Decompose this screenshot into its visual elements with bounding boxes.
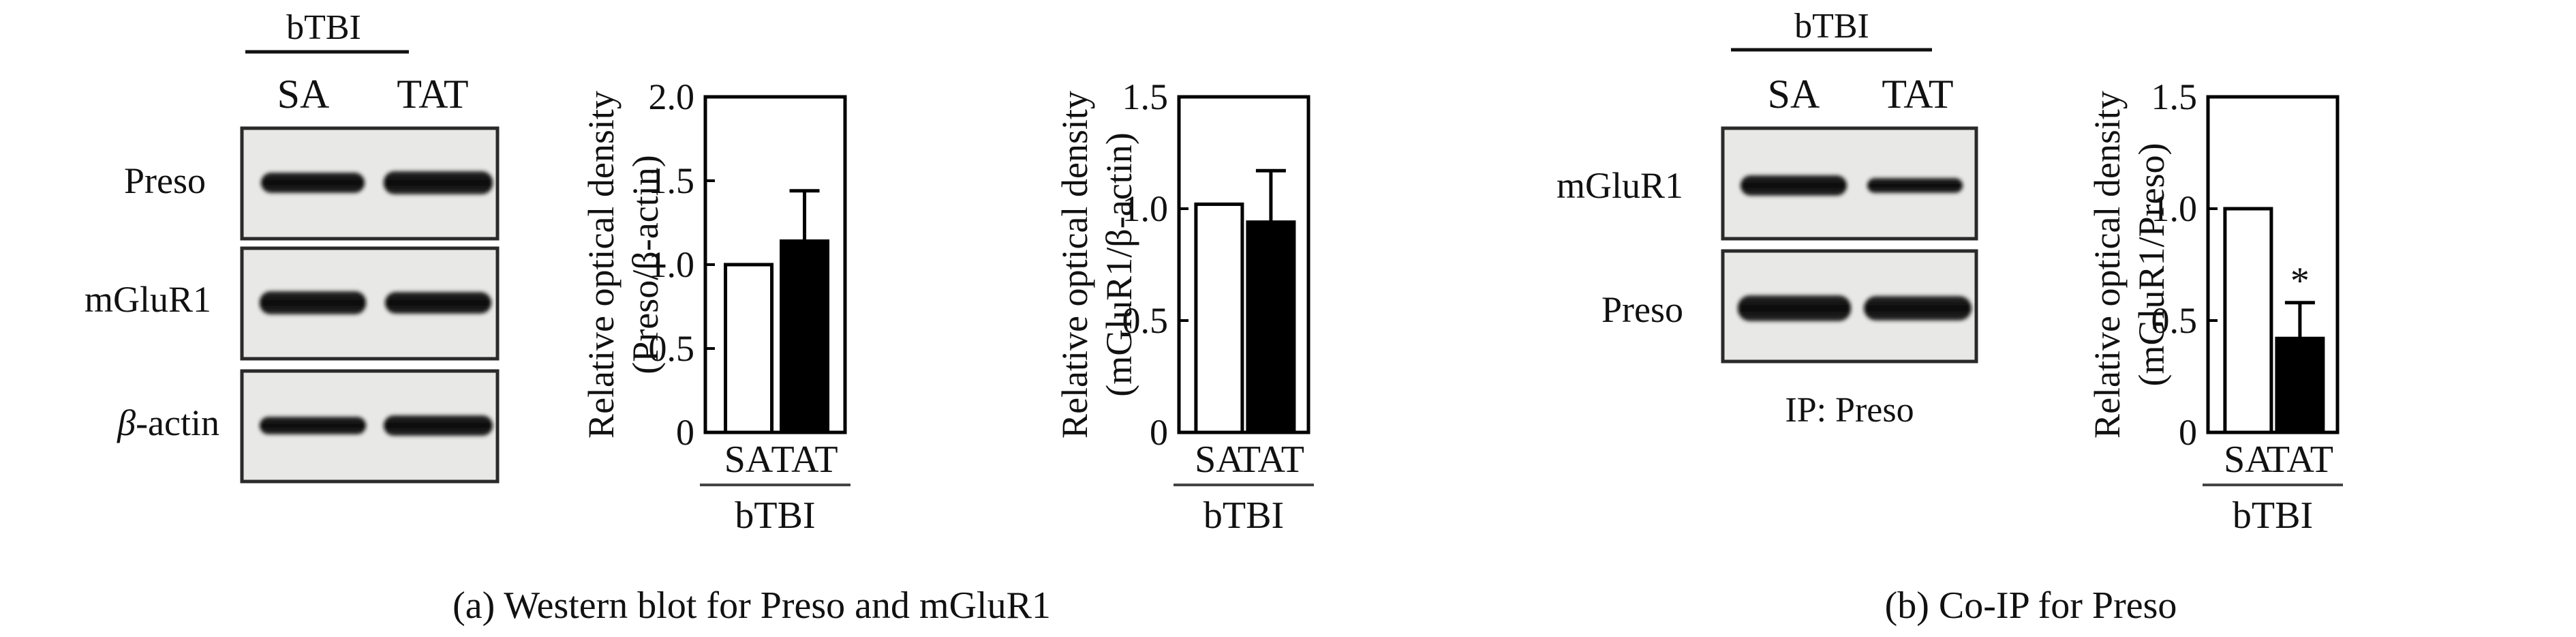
bar-sa xyxy=(2223,207,2273,434)
bar-sa xyxy=(724,263,774,434)
y-tick-label: 0.5 xyxy=(649,328,695,369)
x-tick-label-sa: SA xyxy=(724,439,773,481)
blot-b-band-mglur1-tat xyxy=(1867,178,1963,193)
x-tick-label-sa: SA xyxy=(1195,439,1244,481)
x-tick-label-sa: SA xyxy=(2224,439,2273,481)
blot-a-band-mglur1-tat xyxy=(385,292,491,314)
blot-b-row-label-mglur1: mGluR1 xyxy=(1557,165,1683,206)
x-tick-label-tat: TAT xyxy=(771,439,838,481)
actin-text: -actin xyxy=(136,402,219,443)
group-label: bTBI xyxy=(735,494,815,537)
y-tick-label: 0.5 xyxy=(1122,300,1169,341)
bar-tat xyxy=(1246,220,1296,434)
blot-b-band-preso-tat xyxy=(1864,296,1972,321)
bar-tat xyxy=(780,239,830,434)
y-tick-label: 2.0 xyxy=(649,76,695,117)
y-tick-label: 1.0 xyxy=(2151,188,2198,229)
significance-marker: * xyxy=(2290,260,2310,302)
blot-b-ip-label: IP: Preso xyxy=(1785,391,1914,430)
y-axis-label-line1: Relative optical density xyxy=(1054,91,1095,439)
y-tick-label: 0 xyxy=(1150,412,1168,453)
blot-a-band-actin-sa xyxy=(260,417,366,434)
y-tick-label: 1.0 xyxy=(649,244,695,285)
beta-symbol: β xyxy=(117,402,136,443)
blot-a-band-preso-sa xyxy=(261,173,365,193)
panel-b-blot: bTBI SA TAT mGluR1 Preso IP: Preso xyxy=(1557,7,1978,430)
y-tick-label: 0 xyxy=(2179,412,2197,453)
blot-a-row-label-mglur1: mGluR1 xyxy=(85,279,211,320)
group-label: bTBI xyxy=(2233,494,2313,537)
x-tick-label-tat: TAT xyxy=(2267,439,2333,481)
blot-b-band-mglur1-sa xyxy=(1741,175,1847,196)
y-tick-label: 1.5 xyxy=(1122,76,1169,117)
blot-a-band-mglur1-sa xyxy=(260,291,366,314)
blot-a-row-label-preso: Preso xyxy=(124,160,206,201)
caption-panel-b: (b) Co-IP for Preso xyxy=(1885,584,2177,627)
y-axis-label-line2: (mGluR1/β-actin) xyxy=(1099,132,1139,396)
blot-a-lane-label-sa: SA xyxy=(277,72,330,117)
y-axis-label-line2: (Preso/β-actin) xyxy=(625,155,666,374)
y-axis-label-line2: (mGluR1/Preso) xyxy=(2131,143,2172,387)
blot-b-band-preso-sa xyxy=(1738,295,1851,321)
blot-b-lane-label-sa: SA xyxy=(1768,72,1820,117)
plot-frame xyxy=(1177,95,1310,434)
blot-a-band-actin-tat xyxy=(384,415,493,436)
blot-b-group-label: bTBI xyxy=(1794,7,1869,46)
y-tick-label: 1.0 xyxy=(1122,188,1169,229)
y-tick-label: 0 xyxy=(676,412,694,453)
blot-b-row-label-preso: Preso xyxy=(1601,289,1683,330)
y-tick-label: 1.5 xyxy=(2151,76,2198,117)
plot-frame xyxy=(2206,95,2340,434)
bar-tat xyxy=(2275,336,2325,434)
blot-a-group-label: bTBI xyxy=(286,8,361,47)
x-tick-label-tat: TAT xyxy=(1238,439,1304,481)
y-axis-label-line1: Relative optical density xyxy=(581,91,622,439)
caption-panel-a: (a) Western blot for Preso and mGluR1 xyxy=(453,584,1051,627)
blot-b-lane-label-tat: TAT xyxy=(1882,72,1953,117)
bar-sa xyxy=(1194,202,1244,434)
blot-a-lane-label-tat: TAT xyxy=(397,72,468,117)
panel-a-blot: bTBI SA TAT Preso mGluR1 β-actin xyxy=(85,8,500,484)
y-tick-label: 1.5 xyxy=(649,160,695,201)
y-axis-label-line1: Relative optical density xyxy=(2087,91,2128,439)
group-label: bTBI xyxy=(1203,494,1284,537)
blot-a-band-preso-tat xyxy=(384,171,493,194)
y-tick-label: 0.5 xyxy=(2151,300,2198,341)
blot-a-row-label-actin: β-actin xyxy=(117,402,219,443)
